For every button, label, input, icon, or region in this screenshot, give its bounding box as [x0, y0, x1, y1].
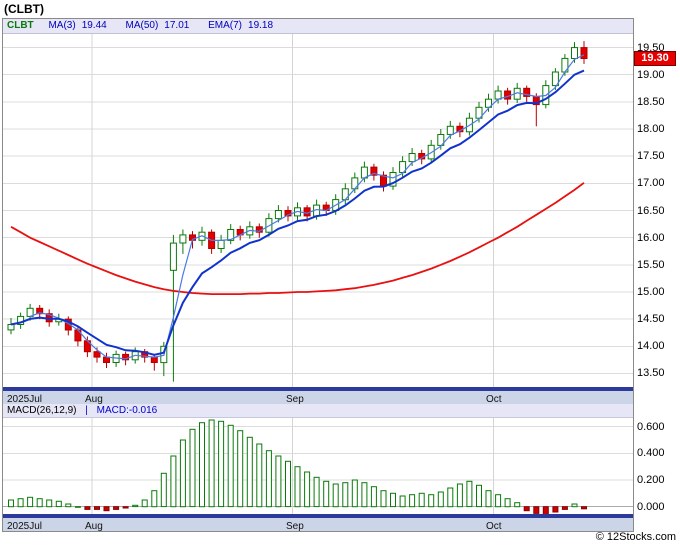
- macd-separator: |: [85, 405, 88, 416]
- y-axis-label: 19.50: [637, 42, 665, 54]
- macd-legend: MACD(26,12,9) | MACD:-0.016: [3, 404, 633, 418]
- current-price-badge: 19.30: [634, 51, 676, 66]
- page-title: (CLBT): [4, 2, 44, 16]
- chart-frame: CLBT MA(3) 19.44 MA(50) 17.01 EMA(7) 19.18 …: [2, 18, 634, 532]
- x-axis-label: Oct: [486, 394, 502, 405]
- x-axis-months-top: 2025Jul Aug Sep Oct: [3, 387, 633, 405]
- y-axis-label: 18.50: [637, 96, 665, 108]
- y-axis-label: 16.50: [637, 205, 665, 217]
- y-axis-label: 15.00: [637, 286, 665, 298]
- y-axis-label: 16.00: [637, 232, 665, 244]
- x-axis-label: 2025Jul: [7, 521, 43, 532]
- x-axis-label: Oct: [486, 521, 502, 532]
- legend-item-ma50: MA(50) 17.01: [125, 20, 190, 31]
- y-axis-label: 18.00: [637, 123, 665, 135]
- x-axis-label: Aug: [85, 394, 103, 405]
- x-axis-label: Sep: [286, 394, 304, 405]
- y-axis-label: 15.50: [637, 259, 665, 271]
- y-axis-label: 17.00: [637, 177, 665, 189]
- y-axis-label: 0.000: [637, 501, 665, 513]
- y-axis-label: 14.50: [637, 313, 665, 325]
- symbol-label: CLBT: [7, 20, 34, 31]
- x-axis-months-bottom: 2025Jul Aug Sep Oct: [3, 514, 633, 532]
- macd-value: MACD:-0.016: [96, 405, 158, 416]
- y-axis-label: 0.200: [637, 474, 665, 486]
- macd-title: MACD(26,12,9): [7, 405, 77, 416]
- price-axis: 19.30 19.50 19.00 18.50 18.00 17.50 17.00 16.5…: [633, 0, 680, 546]
- y-axis-label: 13.50: [637, 367, 665, 379]
- x-axis-label: 2025Jul: [7, 394, 43, 405]
- y-axis-label: 0.400: [637, 447, 665, 459]
- legend-item-ema7: EMA(7) 19.18: [208, 20, 274, 31]
- price-chart: [3, 34, 633, 387]
- x-axis-label: Sep: [286, 521, 304, 532]
- indicator-legend: CLBT MA(3) 19.44 MA(50) 17.01 EMA(7) 19.18: [3, 19, 633, 34]
- y-axis-label: 17.50: [637, 150, 665, 162]
- y-axis-label: 19.00: [637, 69, 665, 81]
- y-axis-label: 0.600: [637, 421, 665, 433]
- y-axis-label: 14.00: [637, 340, 665, 352]
- macd-chart: [3, 418, 633, 514]
- x-axis-label: Aug: [85, 521, 103, 532]
- copyright-link[interactable]: © 12Stocks.com: [595, 531, 676, 543]
- legend-item-ma3: MA(3) 19.44: [48, 20, 107, 31]
